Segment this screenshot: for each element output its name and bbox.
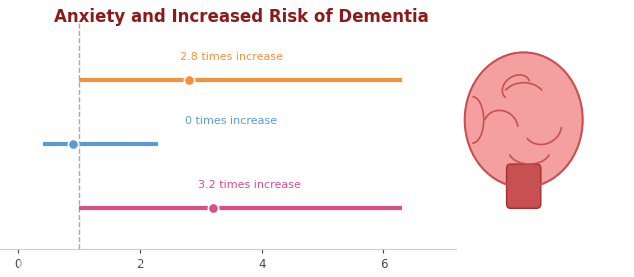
Point [68,142,78,146]
Text: 0 times increase: 0 times increase [185,116,277,126]
Point [208,206,218,210]
FancyBboxPatch shape [507,164,541,208]
Point [184,78,194,82]
Text: 2.8 times increase: 2.8 times increase [180,52,283,62]
Text: 3.2 times increase: 3.2 times increase [198,180,301,190]
Ellipse shape [465,52,583,187]
Text: Anxiety and Increased Risk of Dementia: Anxiety and Increased Risk of Dementia [53,8,429,26]
Text: © Journal of the American Geriatrics Society: © Journal of the American Geriatrics Soc… [6,258,239,268]
